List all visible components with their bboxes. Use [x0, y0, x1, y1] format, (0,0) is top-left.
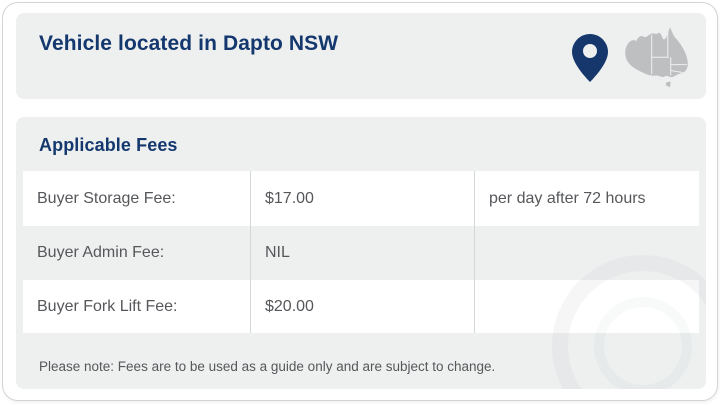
fee-amount: $17.00 [250, 171, 474, 226]
fee-condition [474, 226, 699, 280]
fee-label: Buyer Fork Lift Fee: [37, 297, 178, 315]
fee-amount: NIL [250, 226, 474, 280]
map-pin-icon [572, 34, 608, 82]
fee-condition: per day after 72 hours [474, 171, 699, 226]
fee-row: Buyer Admin Fee: NIL [23, 226, 699, 280]
fee-amount: $20.00 [250, 280, 474, 333]
australia-map-icon [620, 25, 698, 91]
fee-label: Buyer Storage Fee: [37, 189, 176, 207]
fees-section-title: Applicable Fees [39, 135, 178, 155]
fee-condition [474, 280, 699, 333]
location-header: Vehicle located in Dapto NSW [16, 13, 706, 99]
fees-section: Applicable Fees Buyer Storage Fee: $17.0… [16, 117, 706, 389]
fee-row: Buyer Storage Fee: $17.00 per day after … [23, 171, 699, 226]
vehicle-location-card: Vehicle located in Dapto NSW [2, 2, 718, 401]
location-title: Vehicle located in Dapto NSW [39, 32, 339, 55]
fee-label: Buyer Admin Fee: [37, 244, 165, 261]
fees-note: Please note: Fees are to be used as a gu… [39, 359, 496, 374]
